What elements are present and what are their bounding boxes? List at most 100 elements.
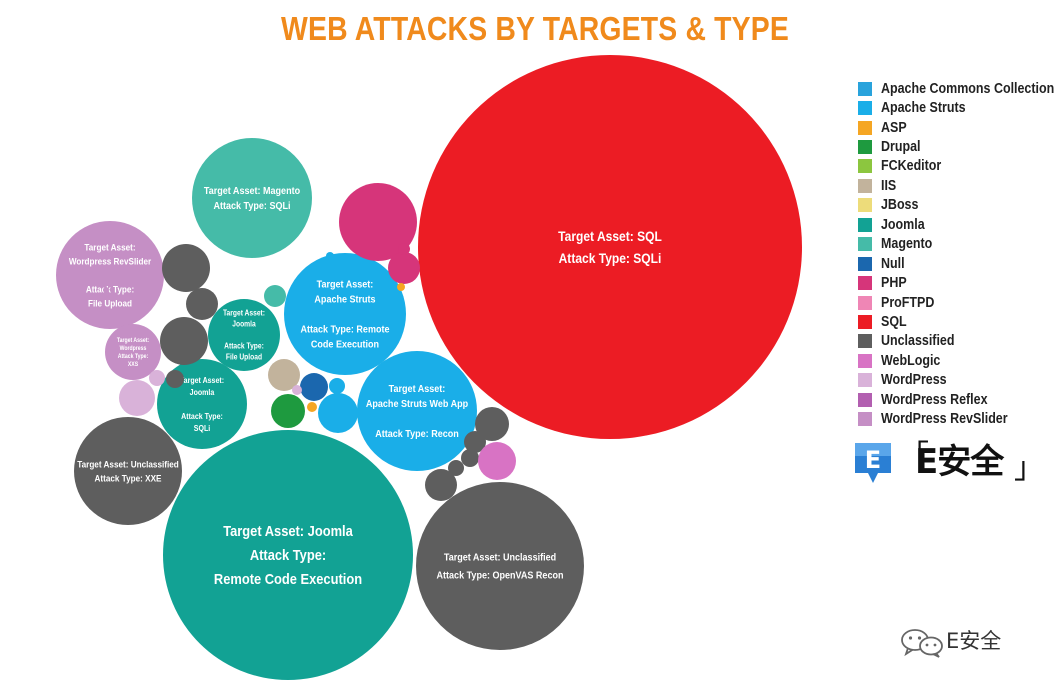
chart-title: WEB ATTACKS BY TARGETS & TYPE — [281, 10, 789, 47]
bubble-apache-struts: Target Asset: Apache Struts Attack Type: R… — [284, 253, 406, 375]
bubble-circle — [398, 243, 410, 255]
bubble-circle — [192, 138, 312, 258]
bubble-circle — [292, 385, 302, 395]
bubble-circle — [105, 324, 161, 380]
bubble-wordpress — [292, 385, 302, 395]
legend-item-asp: ASP — [858, 118, 1058, 137]
legend-swatch — [858, 159, 872, 174]
bubble-label-line: Remote Code Execution — [214, 570, 362, 587]
bubble-label-line: Attack Type: OpenVAS Recon — [437, 570, 564, 582]
bubble-label-line: File Upload — [88, 298, 132, 309]
legend-label: JBoss — [881, 197, 919, 214]
legend-label: WordPress — [881, 372, 947, 389]
bubble-circle — [418, 55, 802, 439]
bubble-circle — [448, 460, 464, 476]
bubble-apache-struts: Target Asset: Apache Struts Web App Attack… — [357, 351, 477, 471]
bubble-label-line: Attack Type: XXE — [95, 473, 162, 484]
bubble-iis — [268, 359, 300, 391]
legend-item-drupal: Drupal — [858, 137, 1058, 156]
bubble-label-line: Target Asset: SQL — [558, 228, 662, 244]
legend-swatch — [858, 276, 872, 291]
logo-bracket-left: 「 — [899, 439, 929, 474]
bubble-unclassified — [475, 407, 509, 441]
bubble-circle — [103, 287, 109, 293]
bubble-circle — [357, 351, 477, 471]
e-logo-icon-letter: E — [865, 446, 881, 474]
bubble-circle — [339, 183, 417, 261]
bubble-wordpress-revslider: Target Asset: Wordpress Attack Type: XXS — [105, 324, 161, 380]
bubble-label-line: Attack Type: Recon — [375, 429, 459, 441]
bubble-wordpress — [119, 380, 155, 416]
bubble-circle — [166, 370, 184, 388]
legend-label: WordPress RevSlider — [881, 411, 1008, 428]
legend-label: WordPress Reflex — [881, 391, 988, 408]
bubble-label-line: Attack Type: — [250, 546, 326, 563]
legend-label: ASP — [881, 119, 907, 136]
legend-label: Apache Commons Collection — [881, 80, 1055, 97]
legend-item-apache-struts: Apache Struts — [858, 98, 1058, 117]
bubble-circle — [160, 317, 208, 365]
legend-swatch — [858, 120, 872, 135]
bubble-label-line: Target Asset: Unclassified — [444, 552, 556, 564]
bubble-unclassified — [162, 244, 210, 292]
bubble-label-line: Attack Type: SQLi — [213, 201, 290, 213]
bubble-sql: Target Asset: SQL Attack Type: SQLi — [418, 55, 802, 439]
bubble-wordpress-revslider: Target Asset: Wordpress RevSlider Attack T… — [56, 221, 164, 329]
legend-label: Unclassified — [881, 333, 955, 350]
bubble-magento — [264, 285, 286, 307]
bubble-circle — [388, 252, 420, 284]
bubble-circle — [271, 394, 305, 428]
bubble-circle — [461, 449, 479, 467]
bubble-label-line: Joomla — [232, 319, 256, 329]
bubble-circle — [74, 417, 182, 525]
legend-item-joomla: Joomla — [858, 215, 1058, 234]
bubble-label-line: File Upload — [226, 352, 262, 362]
bubble-circle — [397, 283, 405, 291]
legend-item-magento: Magento — [858, 235, 1058, 254]
bubble-label-line: Apache Struts Web App — [366, 399, 468, 411]
bubble-circle — [478, 442, 516, 480]
bubble-unclassified: Target Asset: Unclassified Attack Type: O… — [416, 482, 584, 650]
legend-item-php: PHP — [858, 273, 1058, 292]
legend-item-wordpress-reflex: WordPress Reflex — [858, 390, 1058, 409]
bubble-label-line: Joomla — [190, 387, 215, 397]
bubble-joomla: Target Asset: Joomla Attack Type: Remote C… — [163, 430, 413, 680]
bubble-label-line: Wordpress — [120, 346, 147, 352]
legend-label: Drupal — [881, 139, 921, 156]
bubble-circle — [56, 221, 164, 329]
legend-swatch — [858, 101, 872, 116]
bubble-label-line: SQLi — [194, 423, 210, 433]
legend-swatch — [858, 237, 872, 252]
bubble-label-line: Apache Struts — [314, 294, 376, 306]
bubble-unclassified — [160, 317, 208, 365]
bubble-label-line: Target Asset: — [317, 279, 374, 291]
bubble-label-line: Wordpress RevSlider — [69, 256, 152, 267]
bubble-label-line: Code Execution — [311, 339, 379, 351]
legend-label: WebLogic — [881, 352, 941, 369]
bubble-label-line: Target Asset: Joomla — [223, 522, 353, 539]
bubble-circle — [475, 407, 509, 441]
bubble-null — [300, 373, 328, 401]
bubble-unclassified — [448, 460, 464, 476]
legend-swatch — [858, 353, 872, 368]
bubble-drupal — [271, 394, 305, 428]
logo-bracket-right: 」 — [1014, 451, 1044, 486]
legend-item-sql: SQL — [858, 312, 1058, 331]
bubble-circle — [300, 373, 328, 401]
bubble-circle — [119, 380, 155, 416]
legend-item-apache-commons-collection: Apache Commons Collection — [858, 79, 1058, 98]
legend-swatch — [858, 81, 872, 96]
bubble-circle — [208, 299, 280, 371]
bubble-circle — [268, 359, 300, 391]
bubble-label-line: Target Asset: Magento — [204, 186, 300, 198]
bubble-label-line: Target Asset: — [84, 242, 135, 253]
bubble-unclassified — [461, 449, 479, 467]
bubble-apache-struts — [329, 378, 345, 394]
logo-text: E安全 — [915, 442, 1004, 482]
bubble-php — [398, 243, 410, 255]
bubble-joomla: Target Asset:Joomla Attack Type:File Uplo… — [208, 299, 280, 371]
bubble-unclassified — [186, 288, 218, 320]
bubble-wordpress — [149, 370, 165, 386]
legend-label: Null — [881, 255, 905, 272]
